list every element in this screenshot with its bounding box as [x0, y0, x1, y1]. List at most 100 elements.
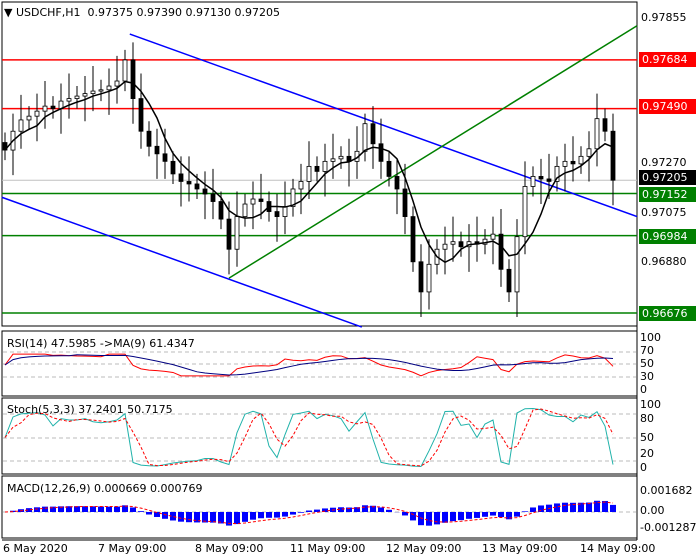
close-price: 0.97205 — [234, 6, 281, 19]
candle-body — [442, 243, 448, 250]
time-label: 8 May 09:00 — [195, 542, 264, 555]
macd-title: MACD(12,26,9) 0.000669 0.000769 — [7, 482, 203, 495]
candle-body — [330, 158, 336, 162]
macd-histogram-bar — [498, 512, 504, 518]
macd-signal-line — [4, 501, 614, 525]
high-price: 0.97390 — [136, 6, 183, 19]
candle-body — [378, 143, 384, 162]
candle-body — [50, 105, 56, 110]
candle-body — [82, 93, 88, 97]
macd-histogram-bar — [426, 512, 432, 526]
macd-histogram-bar — [290, 512, 296, 515]
level-tag: 0.96984 — [639, 229, 696, 244]
stoch-tick: 20 — [640, 447, 654, 460]
price-tick: 0.97075 — [641, 206, 687, 219]
candle-body — [226, 218, 232, 250]
macd-histogram-bar — [306, 510, 312, 512]
macd-tick: -0.001287 — [640, 521, 697, 534]
candle-body — [498, 233, 504, 270]
candle-body — [554, 165, 560, 182]
candle-body — [186, 181, 192, 185]
candle-body — [530, 176, 536, 187]
candle-body — [538, 176, 544, 180]
level-tag: 0.97152 — [639, 187, 696, 202]
macd-histogram-bar — [370, 505, 376, 512]
macd-histogram-bar — [266, 512, 272, 518]
macd-histogram-bar — [338, 507, 344, 512]
candle-body — [610, 130, 616, 181]
time-label: 7 May 09:00 — [98, 542, 167, 555]
level-tag: 0.97490 — [639, 99, 696, 114]
trendline — [1, 196, 363, 328]
candle-body — [258, 198, 264, 202]
stoch-tick: 0 — [640, 461, 647, 474]
macd-tick: 0.001682 — [640, 484, 693, 497]
candle-body — [18, 119, 24, 132]
stoch-tick: 80 — [640, 412, 654, 425]
macd-histogram-bar — [242, 512, 248, 522]
macd-histogram-bar — [602, 500, 608, 512]
rsi-tick: 0 — [640, 383, 647, 396]
candle-body — [26, 115, 32, 121]
macd-histogram-bar — [514, 512, 520, 517]
candle-body — [298, 181, 304, 190]
macd-histogram-bar — [490, 512, 496, 516]
macd-histogram-bar — [482, 512, 488, 517]
macd-histogram-bar — [354, 507, 360, 512]
candle-body — [386, 160, 392, 177]
low-price: 0.97130 — [185, 6, 232, 19]
macd-histogram-bar — [258, 512, 264, 519]
current-price-tag: 0.97205 — [639, 170, 696, 185]
candle-body — [210, 193, 216, 202]
macd-histogram-bar — [506, 512, 512, 520]
macd-histogram-bar — [322, 508, 328, 512]
collapse-triangle-icon[interactable]: ▼ — [4, 6, 13, 19]
macd-tick: 0.00 — [640, 504, 665, 517]
macd-histogram-bar — [298, 512, 304, 513]
macd-histogram-bar — [226, 512, 232, 526]
candle-body — [338, 155, 344, 160]
macd-histogram-bar — [170, 512, 176, 521]
macd-histogram-bar — [570, 502, 576, 512]
candle-body — [314, 165, 320, 172]
macd-histogram-bar — [42, 506, 48, 512]
macd-histogram-bar — [66, 506, 72, 512]
macd-histogram-bar — [58, 506, 64, 512]
open-price: 0.97375 — [87, 6, 134, 19]
candle-body — [306, 165, 312, 182]
panel-frame — [1, 1, 638, 327]
candle-body — [570, 160, 576, 165]
time-label: 14 May 09:00 — [580, 542, 656, 555]
macd-histogram-bar — [10, 510, 16, 512]
candle-body — [66, 98, 72, 102]
candle-body — [522, 186, 528, 238]
macd-histogram-bar — [90, 506, 96, 512]
candle-body — [450, 241, 456, 245]
candle-body — [426, 263, 432, 293]
rsi-tick: 50 — [640, 357, 654, 370]
symbol-label: USDCHF,H1 — [15, 6, 81, 19]
macd-histogram-bar — [450, 512, 456, 522]
candle-body — [218, 201, 224, 220]
macd-histogram-bar — [130, 507, 136, 512]
candle-body — [322, 160, 328, 172]
macd-histogram-bar — [586, 502, 592, 512]
macd-histogram-bar — [250, 512, 256, 520]
time-label: 13 May 09:00 — [482, 542, 558, 555]
candle-body — [506, 268, 512, 293]
macd-histogram-bar — [410, 512, 416, 521]
rsi-line — [4, 353, 614, 377]
candle-body — [514, 236, 520, 293]
macd-histogram-bar — [210, 512, 216, 523]
candle-body — [178, 173, 184, 182]
macd-histogram-bar — [82, 506, 88, 512]
time-label: 11 May 09:00 — [290, 542, 366, 555]
candle-body — [194, 183, 200, 190]
price-tick: 0.96880 — [641, 255, 687, 268]
level-tag: 0.97684 — [639, 52, 696, 67]
candle-body — [138, 98, 144, 132]
candle-body — [162, 153, 168, 162]
candle-body — [122, 59, 128, 82]
candle-body — [90, 90, 96, 94]
